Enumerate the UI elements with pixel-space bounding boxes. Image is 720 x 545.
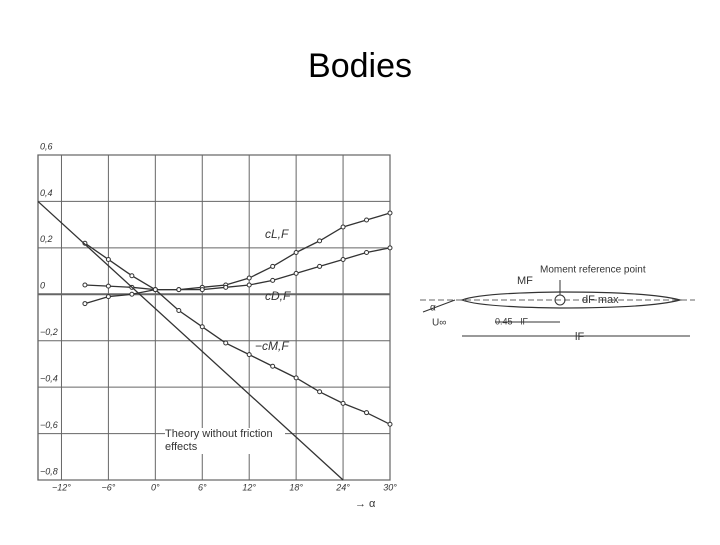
x-tick-label: 6°	[198, 482, 207, 492]
y-tick-label: −0,4	[40, 374, 58, 384]
diagram-label: α	[430, 303, 436, 314]
data-point	[223, 340, 229, 346]
data-point	[152, 287, 158, 293]
data-point	[105, 294, 111, 300]
data-point	[105, 256, 111, 262]
x-tick-label: 30°	[383, 482, 397, 492]
curve-label: cD,F	[265, 289, 291, 303]
data-point	[246, 282, 252, 288]
curve-label-box: Theory without friction effects	[165, 428, 285, 454]
diagram-label: lF	[575, 331, 584, 343]
diagram-label: dF max	[582, 294, 619, 306]
diagram-label: 0.45 · lF	[495, 316, 529, 326]
data-point	[82, 282, 88, 288]
body-diagram: Moment reference point MF dF max 0.45 · …	[420, 265, 695, 343]
diagram-label: U∞	[432, 318, 446, 329]
x-tick-label: 0°	[151, 482, 160, 492]
data-point	[270, 277, 276, 283]
data-point	[129, 273, 135, 279]
series-line	[84, 212, 391, 291]
y-tick-label: 0	[40, 281, 45, 291]
y-tick-label: −0,2	[40, 327, 58, 337]
data-point	[387, 245, 393, 251]
data-point	[317, 238, 323, 244]
y-tick-label: −0,8	[40, 466, 58, 476]
data-point	[199, 324, 205, 330]
data-point	[82, 301, 88, 307]
series-line	[37, 200, 344, 481]
slide-title: Bodies	[308, 47, 412, 85]
data-point	[293, 270, 299, 276]
curve-label: Theory without friction effects	[165, 428, 285, 454]
data-point	[293, 250, 299, 255]
data-point	[387, 421, 393, 427]
flow-arrow	[422, 299, 456, 313]
x-tick-label: 18°	[289, 482, 303, 492]
data-point	[246, 352, 252, 358]
x-tick-label: 24°	[335, 482, 350, 492]
curve-label: cL,F	[265, 227, 289, 241]
body-outline	[460, 291, 683, 309]
diagram-label: Moment reference point	[540, 265, 646, 276]
data-point	[317, 389, 323, 395]
data-point	[340, 224, 346, 230]
y-tick-label: 0,2	[40, 234, 53, 244]
diagram-label: MF	[517, 275, 533, 287]
data-point	[105, 283, 111, 289]
data-point	[129, 291, 135, 297]
data-point	[340, 256, 346, 262]
x-tick-label: −6°	[101, 482, 115, 492]
x-axis-label: → α	[355, 498, 376, 510]
data-point	[176, 308, 182, 314]
data-point	[223, 284, 229, 290]
curve-label: −cM,F	[255, 339, 289, 353]
data-point	[176, 287, 182, 293]
x-tick-label: −12°	[52, 482, 71, 492]
y-tick-label: 0,4	[40, 188, 53, 198]
data-point	[364, 217, 370, 223]
y-tick-label: 0,6	[40, 141, 53, 151]
data-point	[317, 263, 323, 269]
data-point	[387, 210, 393, 216]
data-point	[293, 375, 299, 381]
data-point	[364, 250, 370, 255]
data-point	[364, 410, 370, 416]
x-tick-label: 12°	[242, 482, 256, 492]
series-line	[84, 247, 391, 305]
data-point	[270, 263, 276, 269]
series-line	[84, 242, 391, 425]
data-point	[246, 275, 252, 281]
data-point	[340, 400, 346, 406]
data-point	[270, 363, 276, 369]
y-tick-label: −0,6	[40, 420, 58, 430]
data-point	[199, 287, 205, 293]
